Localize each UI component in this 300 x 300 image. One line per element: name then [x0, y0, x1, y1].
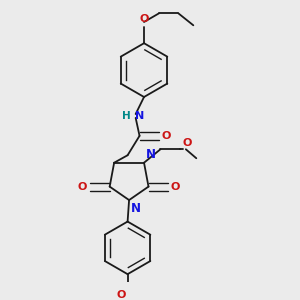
- Text: N: N: [146, 148, 155, 161]
- Text: N: N: [135, 111, 144, 122]
- Text: O: O: [171, 182, 180, 192]
- Text: H: H: [122, 111, 130, 122]
- Text: O: O: [139, 14, 149, 24]
- Text: O: O: [162, 131, 171, 141]
- Text: O: O: [78, 182, 87, 192]
- Text: O: O: [183, 138, 192, 148]
- Text: O: O: [117, 290, 126, 300]
- Text: N: N: [130, 202, 141, 214]
